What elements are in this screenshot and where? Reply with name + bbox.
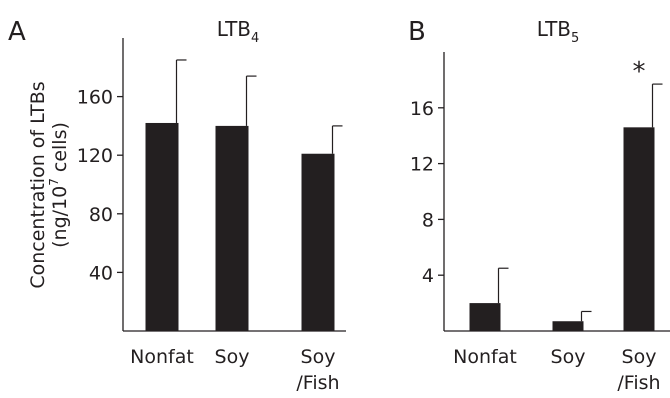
panel-b-letter: B — [408, 17, 426, 47]
y-tick-label: 12 — [410, 154, 434, 176]
bar — [552, 321, 584, 331]
y-tick-label: 4 — [422, 265, 434, 287]
bar — [215, 125, 249, 332]
bar — [145, 122, 179, 331]
panel-a-letter: A — [8, 17, 26, 47]
category-label: Nonfat — [130, 346, 194, 368]
y-axis-label-line2: (ng/107 cells) — [47, 122, 71, 248]
y-axis-label-line1: Concentration of LTBs — [27, 81, 49, 288]
y-tick-label: 40 — [89, 262, 113, 284]
significance-marker: * — [633, 57, 646, 87]
panel-a: A LTB4 Concentration of LTBs (ng/107 cel… — [8, 17, 346, 394]
y-tick-label: 8 — [422, 209, 434, 231]
category-label: /Fish — [296, 372, 339, 394]
category-label: /Fish — [617, 372, 660, 394]
bar — [301, 153, 335, 331]
category-label: Soy — [215, 346, 250, 368]
panel-b-title: LTB5 — [537, 17, 580, 46]
bar — [469, 303, 501, 331]
y-tick-label: 80 — [89, 204, 113, 226]
panel-b-plot: 4 8 12 16 Nonfat Soy * Soy/Fish — [410, 52, 670, 394]
bar — [623, 127, 655, 331]
y-tick-label: 160 — [77, 87, 113, 109]
category-label: Nonfat — [453, 346, 517, 368]
category-label: Soy — [551, 346, 586, 368]
category-label: Soy — [622, 346, 657, 368]
panel-b: B LTB5 4 8 12 16 Nonfat Soy * Soy/Fish — [408, 17, 670, 394]
panel-a-title: LTB4 — [217, 17, 260, 46]
y-tick-label: 120 — [77, 145, 113, 167]
y-axis-label: Concentration of LTBs (ng/107 cells) — [27, 81, 71, 288]
y-tick-label: 16 — [410, 98, 434, 120]
panel-a-plot: 40 80 120 160 Nonfat Soy Soy/Fish — [77, 38, 346, 394]
category-label: Soy — [301, 346, 336, 368]
